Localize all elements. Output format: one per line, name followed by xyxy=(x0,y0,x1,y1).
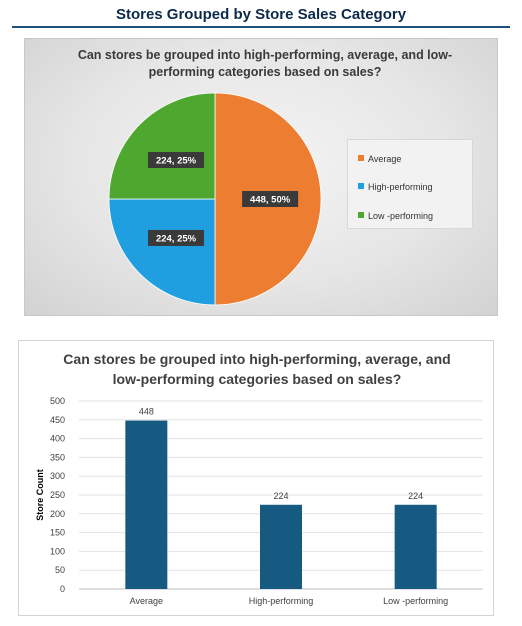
y-axis-label: Store Count xyxy=(35,469,45,521)
pie-title-line-1: Can stores be grouped into high-performi… xyxy=(77,48,453,62)
bar-title-line-1: Can stores be grouped into high-performi… xyxy=(63,351,451,367)
y-tick-label: 0 xyxy=(60,584,65,594)
pie-chart: 448, 50% 224, 25% 224, 25% xyxy=(108,92,322,306)
pie-chart-panel: 448, 50% 224, 25% 224, 25% Can stores be g… xyxy=(24,38,498,316)
y-tick-label: 100 xyxy=(50,546,65,556)
legend-label-low-performing: Low -performing xyxy=(368,211,434,221)
x-category-label-low-performing: Low -performing xyxy=(383,596,448,606)
bar-chart-panel: Can stores be grouped into high-performi… xyxy=(18,340,494,616)
x-category-label-high-performing: High-performing xyxy=(249,596,314,606)
legend-item-low-performing: Low -performing xyxy=(358,209,433,223)
bar-chart-title: Can stores be grouped into high-performi… xyxy=(49,349,465,389)
y-tick-label: 150 xyxy=(50,528,65,538)
legend-label-high-performing: High-performing xyxy=(368,182,433,192)
y-tick-label: 350 xyxy=(50,452,65,462)
bar-data-label-average: 448 xyxy=(139,407,154,417)
legend-swatch-high-performing xyxy=(358,183,364,189)
bar-title-line-2: low-performing categories based on sales… xyxy=(112,371,402,387)
bar-average xyxy=(125,420,168,589)
bar-low-performing xyxy=(394,504,437,589)
pie-legend: Average High-performing Low -performing xyxy=(347,139,473,229)
bar-data-label-low-performing: 224 xyxy=(408,491,423,501)
y-tick-label: 200 xyxy=(50,509,65,519)
legend-swatch-average xyxy=(358,155,364,161)
bar-high-performing xyxy=(260,504,302,589)
pie-data-label-high-performing: 224, 25% xyxy=(148,229,205,246)
y-tick-label: 300 xyxy=(50,471,65,481)
pie-data-label-low-performing: 224, 25% xyxy=(148,152,205,169)
y-tick-label: 400 xyxy=(50,434,65,444)
page-title: Stores Grouped by Store Sales Category xyxy=(115,6,407,23)
svg-text:448, 50%: 448, 50% xyxy=(250,195,291,206)
y-tick-label: 250 xyxy=(50,490,65,500)
svg-text:224, 25%: 224, 25% xyxy=(156,233,197,244)
y-tick-label: 450 xyxy=(50,415,65,425)
legend-swatch-low-performing xyxy=(358,212,364,218)
legend-item-average: Average xyxy=(358,152,401,166)
svg-text:224, 25%: 224, 25% xyxy=(156,156,197,167)
bar-data-label-high-performing: 224 xyxy=(273,491,288,501)
title-underline xyxy=(12,26,510,28)
pie-data-label-average: 448, 50% xyxy=(242,191,299,207)
pie-chart-title: Can stores be grouped into high-performi… xyxy=(65,47,465,81)
y-tick-label: 50 xyxy=(55,565,65,575)
pie-title-line-2: performing categories based on sales? xyxy=(148,65,382,79)
y-tick-label: 500 xyxy=(50,396,65,406)
pie-slice-low-performing xyxy=(108,92,216,200)
bar-chart: 0 50 100 150 200 250 300 350 400 450 500 Store Coun… xyxy=(35,396,483,606)
legend-item-high-performing: High-performing xyxy=(358,180,433,194)
x-category-label-average: Average xyxy=(130,596,163,606)
legend-label-average: Average xyxy=(368,154,402,164)
pie-slice-high-performing xyxy=(108,198,216,306)
